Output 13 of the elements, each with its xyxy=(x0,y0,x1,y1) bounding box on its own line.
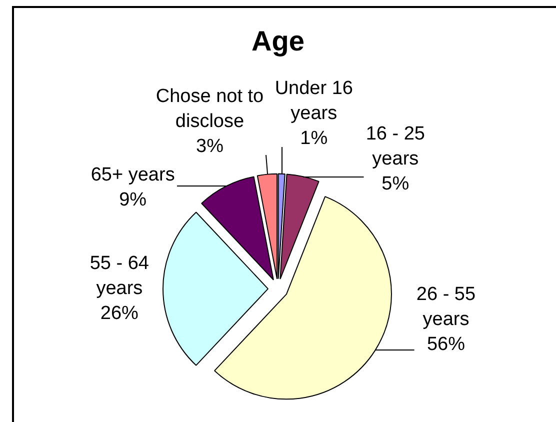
slice-label: 65+ years xyxy=(90,164,175,186)
slice-label: 55 - 64 years xyxy=(90,253,150,300)
chart-title: Age xyxy=(252,26,304,57)
data-label: 5% xyxy=(382,174,410,195)
slice-label: Chose not to disclose xyxy=(156,86,264,132)
data-label: 1% xyxy=(300,128,328,150)
data-label: 56% xyxy=(426,334,466,356)
slice-label: Under 16 years xyxy=(274,78,353,124)
slice-label: 26 - 55 years xyxy=(416,284,476,330)
data-label: 9% xyxy=(119,189,147,210)
slice-label: 16 - 25 years xyxy=(366,124,425,170)
data-label: 26% xyxy=(100,303,139,324)
data-label: 3% xyxy=(196,136,224,157)
